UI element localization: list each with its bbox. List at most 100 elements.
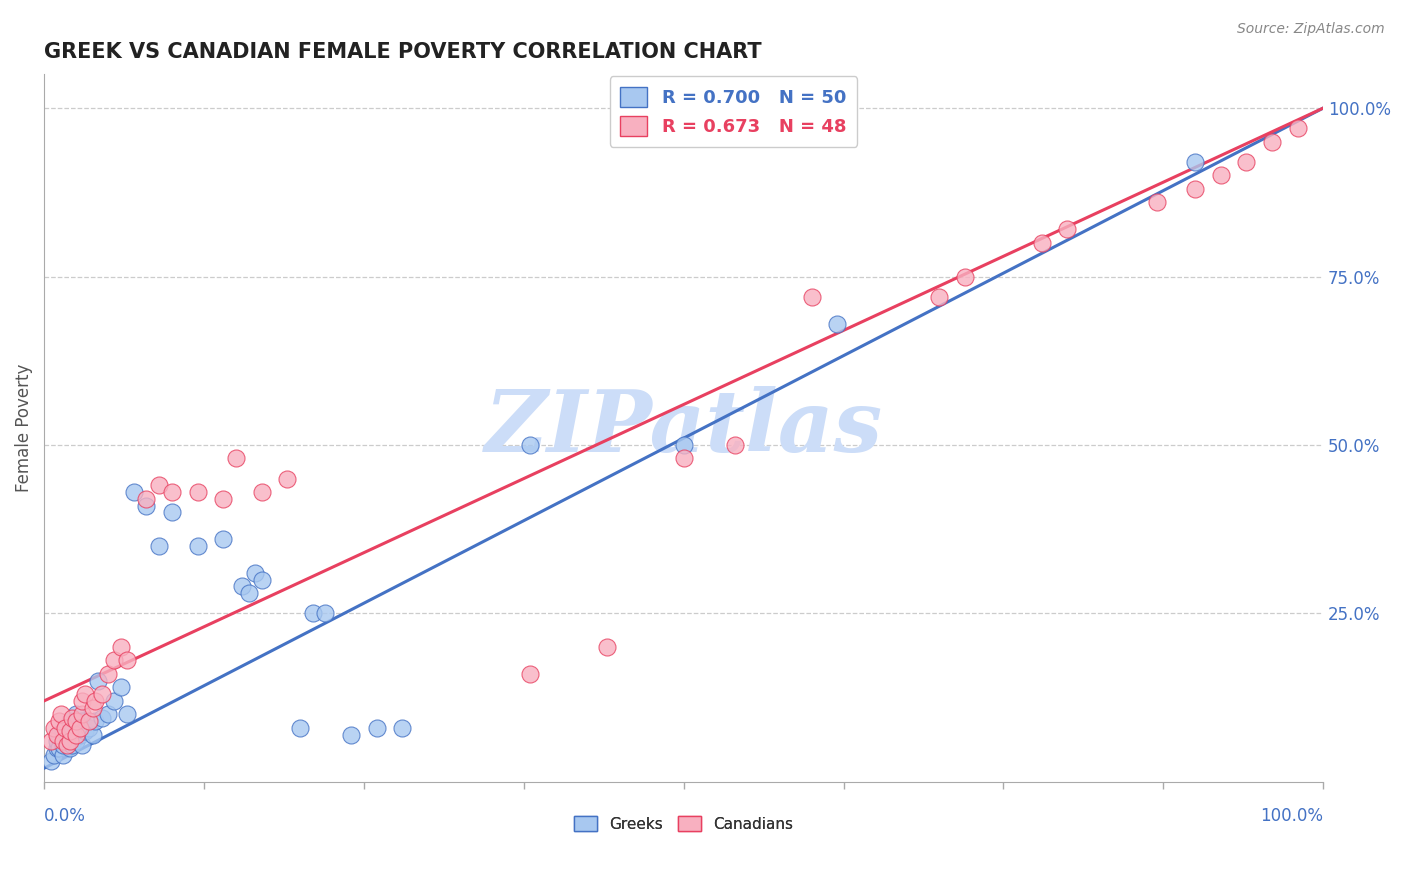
Point bbox=[48, 727, 70, 741]
Point bbox=[65, 707, 87, 722]
Point bbox=[340, 727, 363, 741]
Point bbox=[56, 734, 79, 748]
Point bbox=[1031, 235, 1053, 250]
Point bbox=[187, 539, 209, 553]
Point bbox=[1184, 155, 1206, 169]
Point bbox=[366, 721, 388, 735]
Point bbox=[1286, 121, 1309, 136]
Point bbox=[103, 694, 125, 708]
Point bbox=[250, 485, 273, 500]
Point bbox=[117, 653, 139, 667]
Point bbox=[1056, 222, 1078, 236]
Point bbox=[52, 734, 75, 748]
Point bbox=[44, 721, 66, 735]
Text: 0.0%: 0.0% bbox=[44, 806, 86, 824]
Point bbox=[160, 505, 183, 519]
Point bbox=[148, 478, 170, 492]
Point bbox=[122, 485, 145, 500]
Point bbox=[110, 681, 132, 695]
Point bbox=[69, 721, 91, 735]
Point bbox=[315, 607, 337, 621]
Point bbox=[672, 451, 695, 466]
Point bbox=[65, 734, 87, 748]
Point bbox=[77, 714, 100, 728]
Point bbox=[59, 724, 82, 739]
Text: GREEK VS CANADIAN FEMALE POVERTY CORRELATION CHART: GREEK VS CANADIAN FEMALE POVERTY CORRELA… bbox=[44, 42, 762, 62]
Point bbox=[45, 727, 67, 741]
Text: 100.0%: 100.0% bbox=[1260, 806, 1323, 824]
Text: ZIPatlas: ZIPatlas bbox=[485, 386, 883, 470]
Point bbox=[45, 741, 67, 756]
Point bbox=[1261, 135, 1284, 149]
Point bbox=[73, 724, 96, 739]
Point bbox=[39, 755, 62, 769]
Point bbox=[519, 438, 541, 452]
Point bbox=[1209, 169, 1232, 183]
Point bbox=[117, 707, 139, 722]
Point bbox=[135, 499, 157, 513]
Point bbox=[48, 714, 70, 728]
Point bbox=[391, 721, 413, 735]
Point bbox=[59, 741, 82, 756]
Point bbox=[1146, 195, 1168, 210]
Point bbox=[212, 491, 235, 506]
Point bbox=[103, 653, 125, 667]
Legend: Greeks, Canadians: Greeks, Canadians bbox=[568, 810, 800, 838]
Point bbox=[77, 721, 100, 735]
Point bbox=[110, 640, 132, 654]
Point bbox=[243, 566, 266, 580]
Point bbox=[1234, 155, 1257, 169]
Point bbox=[56, 738, 79, 752]
Point bbox=[52, 747, 75, 762]
Point bbox=[250, 573, 273, 587]
Point bbox=[1184, 182, 1206, 196]
Point bbox=[59, 714, 82, 728]
Point bbox=[90, 687, 112, 701]
Point bbox=[672, 438, 695, 452]
Point bbox=[44, 747, 66, 762]
Point bbox=[825, 317, 848, 331]
Point bbox=[65, 714, 87, 728]
Point bbox=[953, 269, 976, 284]
Point bbox=[60, 711, 83, 725]
Point bbox=[84, 694, 107, 708]
Point bbox=[212, 532, 235, 546]
Point bbox=[596, 640, 619, 654]
Point bbox=[49, 707, 72, 722]
Point bbox=[90, 711, 112, 725]
Point bbox=[225, 451, 247, 466]
Point bbox=[87, 673, 110, 688]
Point bbox=[519, 667, 541, 681]
Point bbox=[187, 485, 209, 500]
Point bbox=[73, 687, 96, 701]
Point bbox=[276, 472, 298, 486]
Point bbox=[60, 721, 83, 735]
Point bbox=[45, 734, 67, 748]
Point bbox=[52, 738, 75, 752]
Point bbox=[69, 727, 91, 741]
Point bbox=[148, 539, 170, 553]
Point bbox=[52, 724, 75, 739]
Point bbox=[72, 707, 94, 722]
Point bbox=[928, 290, 950, 304]
Y-axis label: Female Poverty: Female Poverty bbox=[15, 364, 32, 492]
Point bbox=[82, 700, 104, 714]
Point bbox=[301, 607, 323, 621]
Point bbox=[72, 714, 94, 728]
Point bbox=[238, 586, 260, 600]
Point bbox=[82, 727, 104, 741]
Point bbox=[53, 721, 76, 735]
Point bbox=[59, 734, 82, 748]
Point bbox=[724, 438, 747, 452]
Point bbox=[56, 721, 79, 735]
Text: Source: ZipAtlas.com: Source: ZipAtlas.com bbox=[1237, 22, 1385, 37]
Point bbox=[97, 667, 120, 681]
Point bbox=[60, 738, 83, 752]
Point bbox=[800, 290, 823, 304]
Point bbox=[84, 714, 107, 728]
Point bbox=[288, 721, 311, 735]
Point bbox=[160, 485, 183, 500]
Point bbox=[231, 579, 253, 593]
Point bbox=[135, 491, 157, 506]
Point bbox=[39, 734, 62, 748]
